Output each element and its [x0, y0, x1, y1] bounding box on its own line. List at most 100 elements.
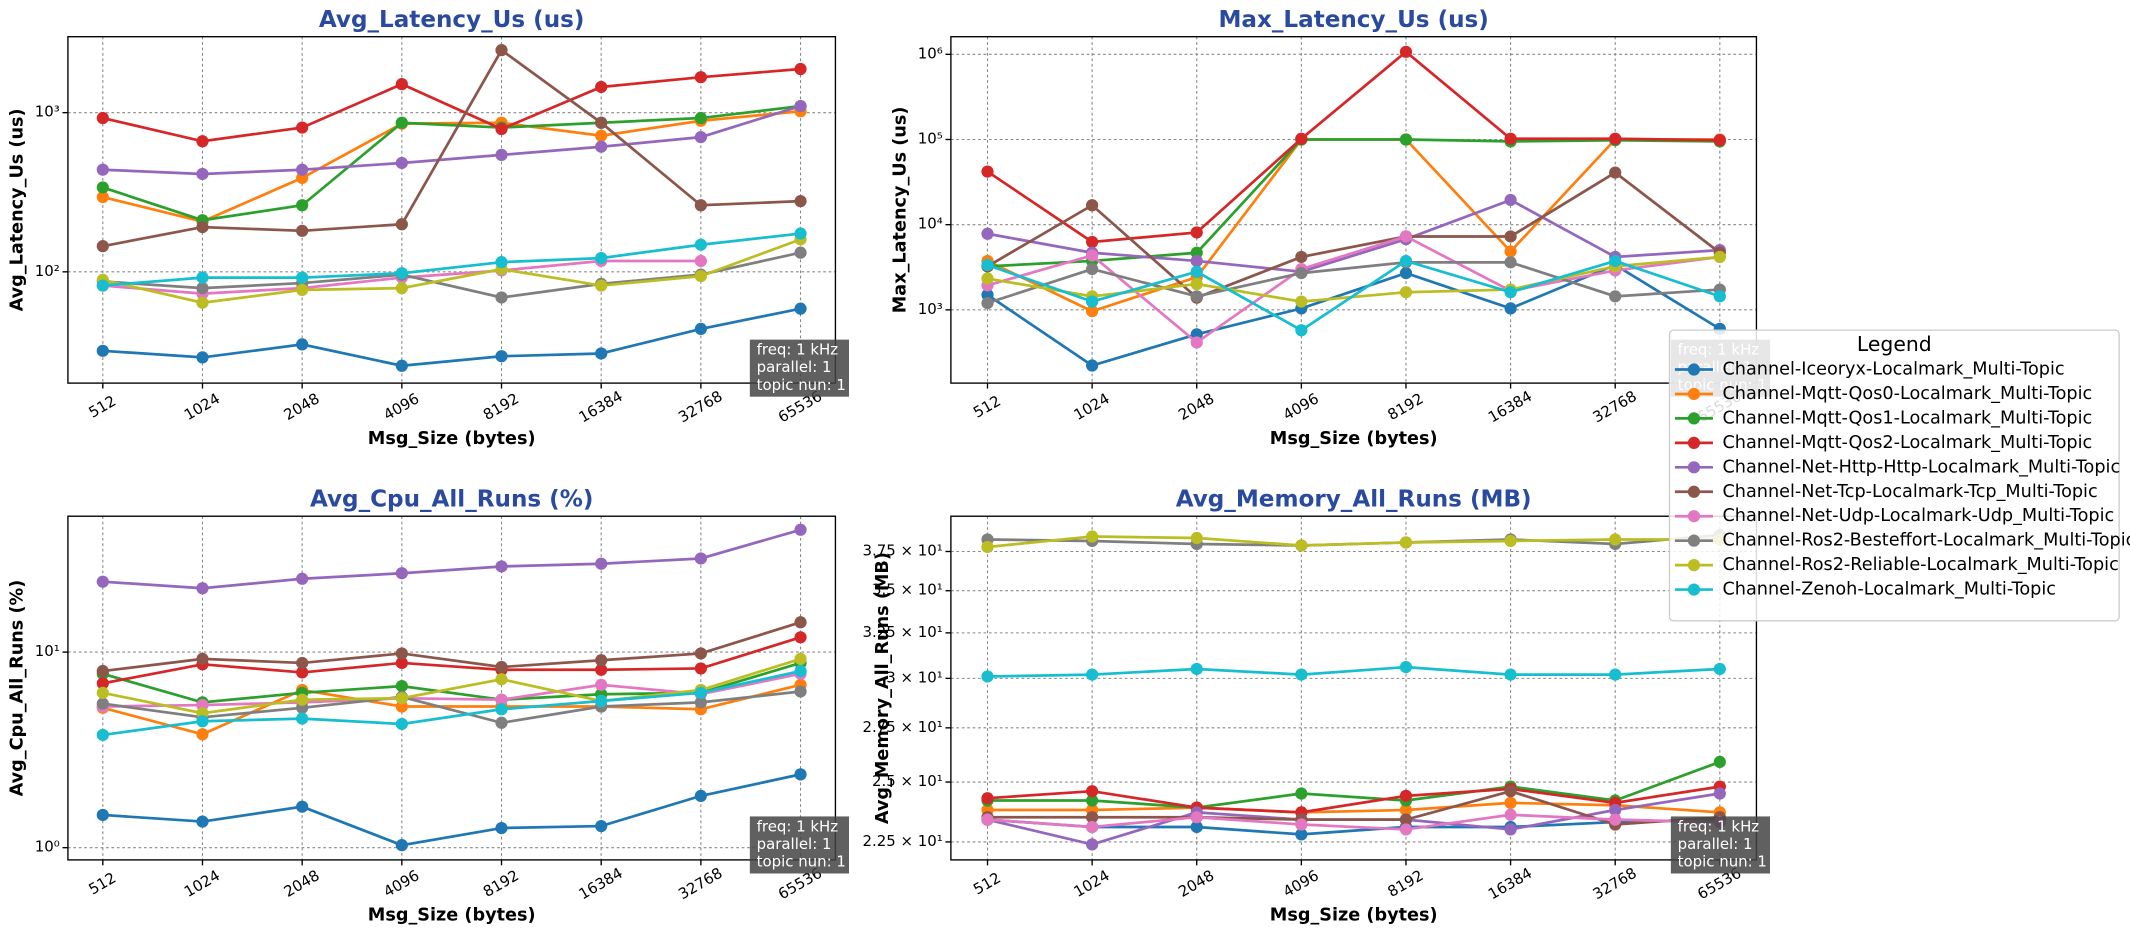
data-point — [1504, 256, 1517, 269]
data-point — [1713, 134, 1726, 147]
data-point — [595, 557, 608, 570]
annotation-text: freq: 1 kHz — [757, 817, 839, 835]
data-point — [1295, 250, 1308, 264]
subplot: Avg_Latency_Us (us) Msg_Size (bytes) Avg_L… — [8, 7, 850, 449]
data-point — [296, 271, 309, 284]
data-point — [1190, 820, 1203, 834]
y-tick-label: 10³ — [35, 103, 60, 121]
data-point — [981, 792, 994, 805]
data-point — [96, 181, 109, 194]
data-point — [1190, 226, 1203, 239]
data-point — [1609, 668, 1622, 681]
data-point — [1609, 290, 1622, 303]
data-point — [1295, 295, 1308, 308]
data-point — [694, 111, 707, 125]
series-line — [102, 773, 801, 847]
series-line — [102, 307, 801, 368]
data-point — [1504, 534, 1517, 548]
legend-label: Channel-Mqtt-Qos2-Localmark_Multi-Topic — [1722, 433, 2092, 453]
data-point — [981, 540, 994, 554]
data-point — [694, 322, 707, 336]
data-point — [1086, 838, 1099, 851]
y-tick-label: 10⁶ — [918, 44, 943, 62]
series-line — [987, 260, 1720, 305]
data-point — [794, 227, 807, 240]
data-point — [1609, 803, 1622, 817]
series-line — [102, 636, 801, 685]
data-point — [1190, 531, 1203, 545]
data-point — [1190, 277, 1203, 291]
legend-label: Channel-Ros2-Reliable-Localmark_Multi-To… — [1722, 555, 2118, 575]
legend-marker — [1687, 485, 1701, 498]
data-point — [1399, 823, 1413, 836]
data-point — [694, 686, 707, 699]
y-axis-label: Avg_Memory_All_Runs (MB) — [873, 552, 893, 824]
data-point — [1609, 132, 1622, 145]
data-point — [495, 673, 508, 686]
y-tick-label: 2.75 × 10¹ — [862, 718, 942, 736]
series-line — [987, 535, 1720, 549]
data-point — [96, 664, 109, 678]
data-point — [794, 631, 807, 644]
data-point — [1504, 286, 1517, 299]
legend-marker — [1687, 583, 1701, 596]
data-point — [395, 692, 408, 705]
data-point — [196, 815, 209, 828]
data-point — [794, 195, 807, 208]
annotation-text: parallel: 1 — [757, 358, 832, 376]
series-line — [102, 232, 801, 287]
data-point — [395, 839, 408, 852]
data-point — [1504, 132, 1517, 145]
legend: Legend Channel-Iceoryx-Localmark_Multi-To… — [1668, 329, 2130, 622]
y-tick-label: 10⁰ — [35, 838, 60, 856]
data-point — [495, 44, 508, 57]
data-point — [694, 71, 707, 84]
series-line — [102, 67, 801, 143]
chart-title: Max_Latency_Us (us) — [1218, 7, 1488, 33]
data-point — [196, 652, 209, 666]
legend-label: Channel-Net-Tcp-Localmark-Tcp_Multi-Topi… — [1722, 482, 2097, 502]
series-line — [102, 690, 801, 725]
x-tick-label: 4096 — [1280, 866, 1322, 901]
data-point — [1086, 668, 1099, 681]
data-point — [196, 282, 209, 295]
data-point — [595, 140, 608, 153]
data-point — [1086, 785, 1099, 798]
series-line — [102, 657, 801, 715]
data-point — [1086, 305, 1099, 318]
data-point — [96, 808, 109, 822]
series-line — [987, 259, 1721, 332]
legend-label: Channel-Zenoh-Localmark_Multi-Topic — [1722, 580, 2055, 600]
x-tick-label: 16384 — [576, 387, 626, 426]
x-tick-label: 8192 — [1385, 866, 1427, 901]
plot-area — [950, 516, 1757, 860]
data-point — [395, 156, 408, 170]
data-point — [1086, 820, 1099, 834]
data-point — [595, 663, 608, 676]
subplot: Avg_Cpu_All_Runs (%) Msg_Size (bytes) Avg_… — [8, 486, 850, 926]
legend-label: Channel-Iceoryx-Localmark_Multi-Topic — [1722, 360, 2064, 380]
data-point — [96, 190, 109, 204]
data-point — [694, 789, 707, 802]
x-tick-label: 16384 — [576, 864, 626, 903]
series-line — [102, 528, 801, 590]
x-tick-label: 512 — [970, 869, 1004, 899]
data-point — [96, 697, 109, 710]
legend-title: Legend — [1857, 332, 1932, 356]
data-point — [96, 111, 109, 125]
y-tick-label: 3.25 × 10¹ — [862, 623, 942, 641]
data-point — [495, 350, 508, 363]
series-line — [102, 683, 801, 736]
data-point — [981, 296, 994, 310]
data-point — [1504, 785, 1517, 798]
series-line — [987, 138, 1720, 268]
legend-marker — [1687, 461, 1701, 474]
legend-label: Channel-Net-Http-Http-Localmark_Multi-To… — [1722, 457, 2120, 477]
data-point — [595, 694, 608, 708]
data-point — [595, 654, 608, 667]
x-tick-label: 8192 — [1385, 389, 1427, 424]
data-point — [1713, 250, 1726, 264]
data-point — [96, 575, 109, 588]
data-point — [495, 703, 508, 716]
data-point — [981, 272, 994, 285]
